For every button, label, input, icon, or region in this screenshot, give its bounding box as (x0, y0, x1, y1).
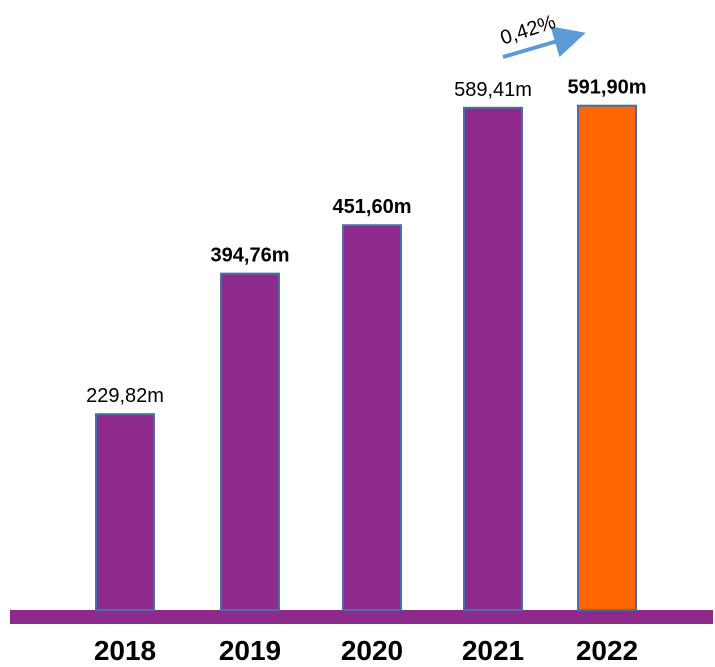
data-label-2021: 589,41m (454, 79, 532, 101)
data-label-2018: 229,82m (86, 385, 164, 407)
baseline-band (10, 610, 713, 624)
data-label-2020: 451,60m (333, 196, 412, 218)
data-label-2019: 394,76m (211, 245, 290, 267)
category-label-2022: 2022 (576, 635, 638, 666)
bar-2021 (463, 106, 523, 611)
bar-2022 (577, 104, 637, 611)
growth-annotation: 0,42% (498, 11, 586, 59)
bar-2019 (220, 272, 280, 611)
category-label-2020: 2020 (341, 635, 403, 666)
category-labels-group: 2018 2019 2020 2021 2022 (94, 635, 638, 666)
bars-group (95, 104, 637, 612)
data-labels-group: 229,82m 394,76m 451,60m 589,41m 591,90m (86, 77, 646, 407)
category-label-2018: 2018 (94, 635, 156, 666)
category-label-2021: 2021 (462, 635, 524, 666)
bar-2020 (342, 224, 402, 612)
category-label-2019: 2019 (219, 635, 281, 666)
data-label-2022: 591,90m (568, 77, 647, 99)
growth-arrow-icon (502, 26, 586, 59)
bar-2018 (95, 413, 155, 611)
